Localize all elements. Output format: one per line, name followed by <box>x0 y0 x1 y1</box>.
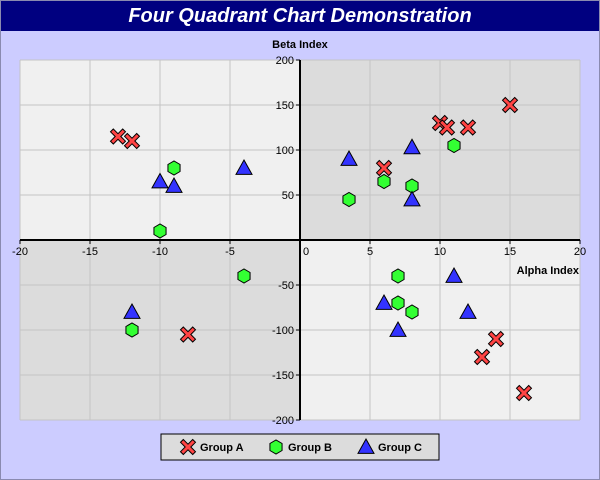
point-triangle <box>445 266 463 283</box>
point-triangle <box>375 293 393 310</box>
x-tick-label: -10 <box>152 246 168 258</box>
point-triangle <box>340 149 358 166</box>
point-cross <box>438 119 456 136</box>
legend-marker-cross <box>179 438 197 456</box>
point-hexagon <box>125 322 139 338</box>
point-triangle <box>403 138 421 155</box>
legend-marker-triangle <box>357 437 375 454</box>
y-tick-label: 50 <box>282 190 294 202</box>
point-cross <box>487 330 505 348</box>
y-tick-label: -150 <box>272 370 294 382</box>
point-hexagon <box>342 191 356 208</box>
point-cross <box>123 132 141 150</box>
y-tick-label: -100 <box>272 325 294 337</box>
point-hexagon <box>237 268 251 284</box>
y-axis-title: Beta Index <box>272 39 329 51</box>
axes <box>19 59 581 421</box>
point-triangle <box>235 158 253 175</box>
legend-box <box>160 433 440 461</box>
point-hexagon <box>391 268 405 284</box>
y-tick-label: 150 <box>276 100 294 112</box>
x-tick-label: -5 <box>225 246 235 258</box>
point-cross <box>459 119 477 136</box>
legend: Group A Group B Group C <box>160 433 440 461</box>
point-cross <box>109 128 127 145</box>
x-tick-label: -20 <box>12 246 28 258</box>
y-tick-label: 100 <box>276 145 294 157</box>
legend-marker-hexagon <box>269 439 283 455</box>
y-tick-label: -200 <box>272 415 294 427</box>
y-tick-label: -50 <box>278 280 294 292</box>
point-hexagon <box>377 173 391 190</box>
point-cross <box>179 326 197 343</box>
point-triangle <box>459 302 477 319</box>
title-bar: Four Quadrant Chart Demonstration <box>1 1 599 31</box>
point-cross <box>473 348 491 366</box>
tick-labels: -20 -15 -10 -5 0 5 10 15 20-200-150-100-50501001… <box>12 55 586 427</box>
data-points <box>109 96 533 402</box>
chart-title: Four Quadrant Chart Demonstration <box>128 5 472 27</box>
legend-label: Group A <box>200 442 244 454</box>
point-triangle <box>403 190 421 207</box>
x-tick-label: -15 <box>82 246 98 258</box>
point-triangle <box>151 172 169 189</box>
legend-label: Group B <box>288 442 332 454</box>
point-cross <box>501 96 519 114</box>
point-triangle <box>123 302 141 319</box>
x-tick-label: 15 <box>504 246 516 258</box>
x-axis-title: Alpha Index <box>517 265 580 277</box>
legend-label: Group C <box>378 442 422 454</box>
x-tick-label: 0 <box>303 246 309 258</box>
point-cross <box>375 159 393 177</box>
point-hexagon <box>167 160 181 176</box>
point-hexagon <box>153 223 167 239</box>
point-triangle <box>389 320 407 337</box>
point-cross <box>515 384 533 402</box>
y-tick-label: 200 <box>276 55 294 67</box>
x-tick-label: 10 <box>434 246 446 258</box>
point-hexagon <box>405 304 419 320</box>
point-triangle <box>165 176 183 193</box>
point-hexagon <box>391 295 405 311</box>
x-tick-label: 5 <box>367 246 373 258</box>
point-hexagon <box>447 137 461 154</box>
x-tick-label: 20 <box>574 246 586 258</box>
